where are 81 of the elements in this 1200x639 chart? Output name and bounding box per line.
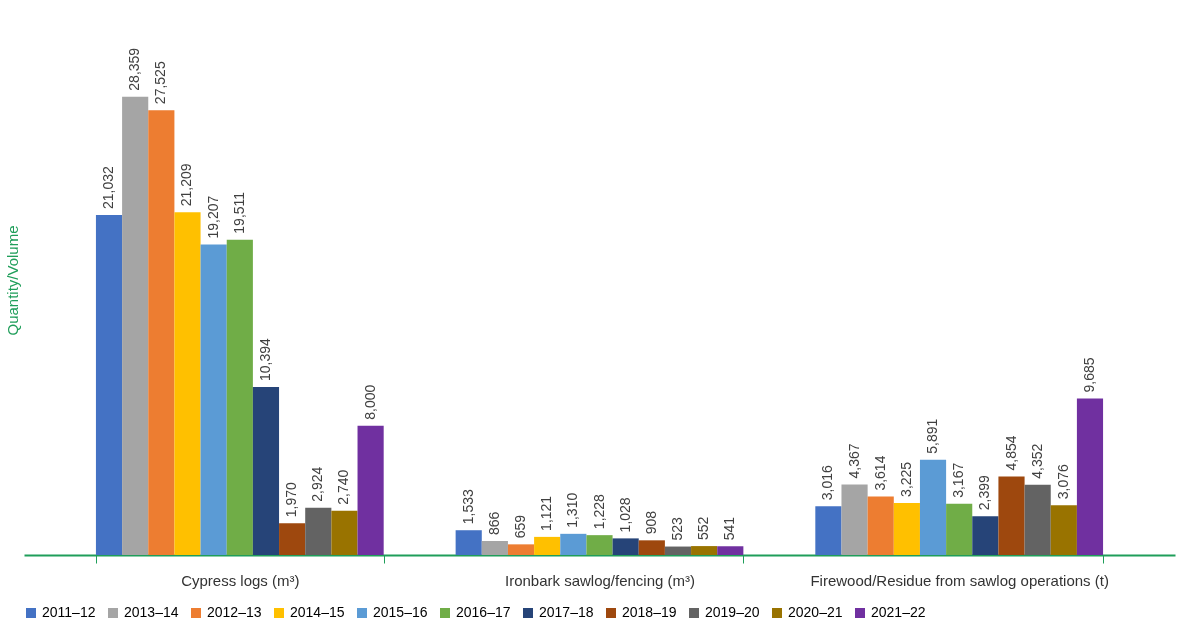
bar bbox=[331, 510, 358, 555]
legend-label: 2018–19 bbox=[622, 604, 677, 620]
data-label: 908 bbox=[642, 510, 659, 535]
legend-label: 2019–20 bbox=[705, 604, 760, 620]
bar bbox=[972, 516, 999, 555]
legend-label: 2021–22 bbox=[871, 604, 926, 620]
data-label: 1,533 bbox=[459, 488, 476, 525]
bar bbox=[174, 212, 201, 555]
data-label: 21,032 bbox=[100, 166, 117, 210]
data-label: 3,167 bbox=[950, 462, 967, 498]
data-label: 19,207 bbox=[204, 195, 221, 239]
bar bbox=[998, 476, 1025, 555]
bar bbox=[946, 503, 973, 555]
bar bbox=[455, 530, 482, 555]
data-label: 8,000 bbox=[361, 384, 378, 420]
legend-label: 2020–21 bbox=[788, 604, 843, 620]
data-label: 1,228 bbox=[590, 493, 607, 530]
legend-label: 2016–17 bbox=[456, 604, 511, 620]
data-label: 2,399 bbox=[976, 474, 993, 511]
bar bbox=[279, 523, 306, 555]
data-label: 3,225 bbox=[897, 461, 914, 497]
data-label: 3,614 bbox=[871, 455, 888, 491]
data-label: 4,352 bbox=[1028, 443, 1045, 479]
data-label: 27,525 bbox=[152, 61, 169, 105]
legend-label: 2013–14 bbox=[124, 604, 179, 620]
data-label: 3,016 bbox=[819, 465, 836, 501]
bar bbox=[534, 536, 561, 555]
x-tick-label: Firewood/Residue from sawlog operations (t) bbox=[810, 571, 1109, 589]
data-label: 2,924 bbox=[309, 466, 326, 502]
bar bbox=[507, 544, 535, 555]
data-label: 2,740 bbox=[335, 469, 352, 505]
data-label: 866 bbox=[485, 511, 502, 535]
x-tick-label: Cypress logs (m³) bbox=[181, 571, 300, 589]
bar bbox=[664, 546, 692, 555]
bar bbox=[200, 244, 227, 555]
bar bbox=[586, 535, 613, 555]
data-label: 10,394 bbox=[256, 337, 273, 382]
data-label: 19,511 bbox=[230, 191, 247, 234]
bar bbox=[226, 239, 253, 555]
data-label: 9,685 bbox=[1080, 357, 1097, 393]
data-label: 1,970 bbox=[283, 481, 300, 518]
legend-label: 2017–18 bbox=[539, 604, 594, 620]
bar bbox=[867, 496, 894, 555]
data-label: 5,891 bbox=[924, 418, 941, 454]
data-label: 659 bbox=[512, 514, 529, 539]
bar bbox=[95, 215, 123, 555]
bar bbox=[638, 540, 665, 555]
x-tick-label: Ironbark sawlog/fencing (m³) bbox=[504, 571, 696, 589]
data-label: 1,310 bbox=[564, 492, 581, 528]
data-label: 4,854 bbox=[1002, 435, 1019, 471]
bar bbox=[560, 533, 587, 555]
bar bbox=[815, 506, 842, 555]
data-label: 3,076 bbox=[1054, 464, 1071, 500]
bar bbox=[122, 96, 149, 555]
bar bbox=[612, 538, 639, 555]
data-label: 523 bbox=[668, 516, 685, 541]
bar bbox=[1024, 484, 1051, 555]
data-label: 1,028 bbox=[616, 497, 633, 533]
bar bbox=[252, 387, 280, 555]
bar bbox=[1076, 398, 1104, 555]
legend-label: 2015–16 bbox=[373, 604, 428, 620]
legend-label: 2011–12 bbox=[42, 604, 96, 620]
bar bbox=[691, 546, 718, 555]
bar bbox=[1050, 505, 1077, 555]
bar bbox=[717, 546, 744, 555]
bar bbox=[919, 459, 947, 555]
bar bbox=[148, 110, 175, 555]
data-label: 1,121 bbox=[538, 495, 555, 531]
bar bbox=[305, 507, 332, 555]
data-label: 541 bbox=[721, 516, 738, 541]
bar bbox=[893, 502, 920, 555]
data-label: 4,367 bbox=[845, 443, 862, 479]
data-label: 28,359 bbox=[126, 47, 143, 91]
bar bbox=[357, 425, 384, 555]
bar bbox=[481, 541, 508, 555]
data-label: 21,209 bbox=[178, 163, 195, 207]
legend-label: 2012–13 bbox=[207, 604, 262, 620]
bar bbox=[841, 484, 868, 555]
legend-label: 2014–15 bbox=[290, 604, 345, 620]
y-axis-title: Quantity/Volume bbox=[3, 225, 21, 336]
data-label: 552 bbox=[695, 516, 712, 541]
